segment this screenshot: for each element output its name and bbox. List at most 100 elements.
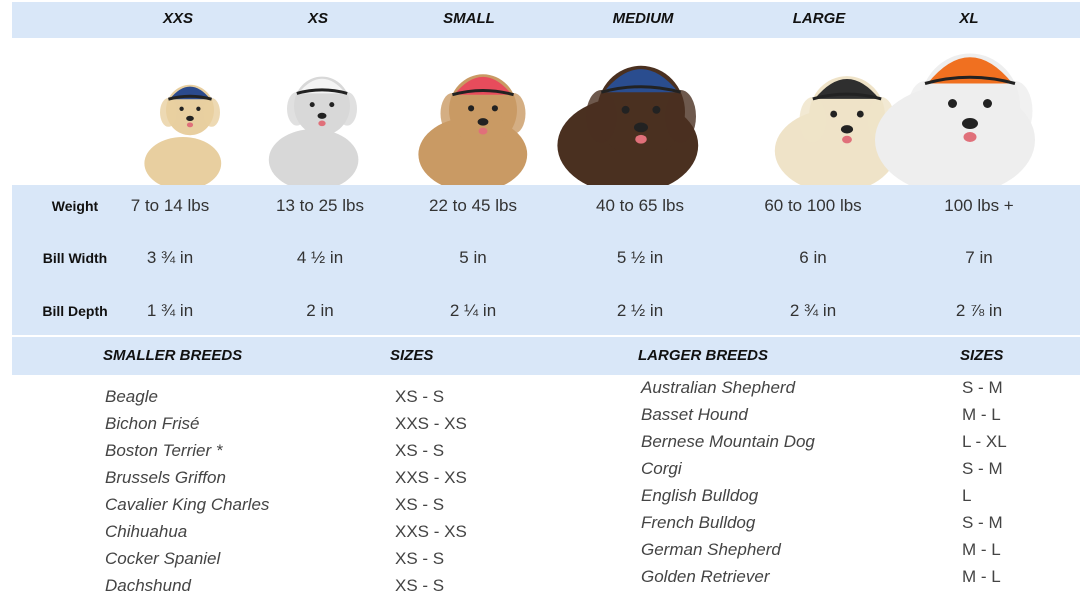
dog-shape — [997, 81, 1033, 141]
dog-shape — [287, 92, 307, 126]
breed-size: XXS - XS — [395, 468, 467, 487]
breed-size: XS - S — [395, 441, 445, 460]
breed-size: S - M — [962, 513, 1003, 532]
measurement-value: 1 ¾ in — [146, 301, 194, 320]
dog-shape — [268, 129, 359, 185]
dog-shape — [203, 98, 221, 127]
measurement-value: 60 to 100 lbs — [764, 196, 862, 215]
measurement-value: 2 ½ in — [616, 301, 664, 320]
measurement-value: 5 in — [459, 248, 487, 267]
breed-size: L — [962, 486, 972, 505]
breed-size: S - M — [962, 378, 1003, 397]
row-label: Bill Width — [42, 250, 108, 266]
measurement-value: 2 in — [306, 301, 334, 320]
breed-size: S - M — [962, 459, 1003, 478]
dog-shape — [186, 115, 194, 122]
breed-name: Cavalier King Charles — [105, 495, 270, 514]
dog-shape — [856, 110, 864, 118]
dog-shape — [842, 135, 852, 144]
measurement-value: 22 to 45 lbs — [429, 196, 517, 215]
size-header: LARGE — [792, 10, 846, 27]
measurement-value: 100 lbs + — [944, 196, 1014, 215]
dog-shape — [179, 106, 184, 111]
breed-name: Australian Shepherd — [641, 378, 796, 397]
breed-name: Cocker Spaniel — [105, 549, 221, 568]
breed-name: Golden Retriever — [641, 567, 770, 586]
dog-shape — [948, 99, 957, 108]
size-header: XXS — [162, 10, 194, 27]
breed-name: English Bulldog — [641, 486, 759, 505]
dog-shape — [652, 105, 661, 114]
column-header: SIZES — [390, 347, 434, 364]
measurement-value: 2 ¼ in — [449, 301, 497, 320]
dog-shape — [799, 97, 827, 143]
breed-header-band — [12, 337, 1080, 375]
dog-shape — [196, 106, 201, 111]
breed-name: German Shepherd — [641, 540, 781, 559]
breed-name: Bichon Frisé — [105, 414, 200, 433]
breed-size: XS - S — [395, 387, 445, 406]
breed-size: M - L — [962, 567, 1001, 586]
dog-shape — [318, 120, 326, 127]
breed-size: XXS - XS — [395, 414, 467, 433]
dog-shape — [491, 105, 498, 112]
measurement-value: 4 ½ in — [296, 248, 344, 267]
measurement-value: 2 ⅞ in — [955, 301, 1003, 320]
size-header: XS — [307, 10, 329, 27]
dog-shape — [927, 57, 1013, 84]
dog-shape — [830, 110, 838, 118]
breed-name: Basset Hound — [641, 405, 748, 424]
size-header-band — [12, 2, 1080, 38]
dog-shape — [635, 134, 647, 144]
breed-name: Brussels Griffon — [105, 468, 226, 487]
breed-size: XXS - XS — [395, 522, 467, 541]
breed-size: M - L — [962, 540, 1001, 559]
dog-shape — [317, 112, 327, 119]
measurement-value: 40 to 65 lbs — [596, 196, 684, 215]
breed-size: M - L — [962, 405, 1001, 424]
breed-name: Beagle — [105, 387, 158, 406]
breed-size: XS - S — [395, 549, 445, 568]
dog-shape — [296, 88, 348, 95]
column-header: SMALLER BREEDS — [103, 347, 243, 364]
size-header: MEDIUM — [612, 10, 674, 27]
row-label: Bill Depth — [42, 303, 108, 319]
measurement-value: 7 to 14 lbs — [130, 196, 210, 215]
size-header: SMALL — [443, 10, 495, 27]
measurement-value: 2 ¾ in — [789, 301, 837, 320]
dog-shape — [665, 90, 696, 143]
dog-shape — [468, 105, 475, 112]
column-header: SIZES — [960, 347, 1004, 364]
column-header: LARGER BREEDS — [638, 347, 769, 364]
measurement-value: 3 ¾ in — [146, 248, 194, 267]
measurement-band — [12, 185, 1080, 335]
dog-shape — [440, 93, 465, 134]
dog-shape — [477, 118, 489, 126]
dog-shape — [144, 137, 222, 185]
dog-shape — [309, 102, 315, 108]
dog-shape — [963, 132, 977, 142]
row-label: Weight — [51, 198, 99, 214]
dog-photos — [144, 53, 1035, 185]
dog-shape — [812, 92, 882, 101]
dog-shape — [962, 118, 978, 129]
measurement-value: 7 in — [965, 248, 993, 267]
dog-shape — [478, 127, 488, 135]
breed-size: XS - S — [395, 495, 445, 514]
measurement-value: 13 to 25 lbs — [276, 196, 364, 215]
dog-shape — [633, 122, 649, 133]
dog-shape — [501, 93, 526, 134]
measurement-value: 5 ½ in — [616, 248, 664, 267]
dog-shape — [160, 98, 177, 127]
dog-shape — [186, 122, 194, 128]
breed-size: XS - S — [395, 576, 445, 595]
dog-shape — [600, 85, 682, 94]
size-header: XL — [959, 10, 979, 27]
dog-shape — [840, 125, 854, 134]
dog-shape — [621, 105, 630, 114]
measurement-value: 6 in — [799, 248, 827, 267]
breed-name: Bernese Mountain Dog — [641, 432, 815, 451]
dog-shape — [337, 92, 358, 126]
breed-name: Chihuahua — [105, 522, 188, 541]
